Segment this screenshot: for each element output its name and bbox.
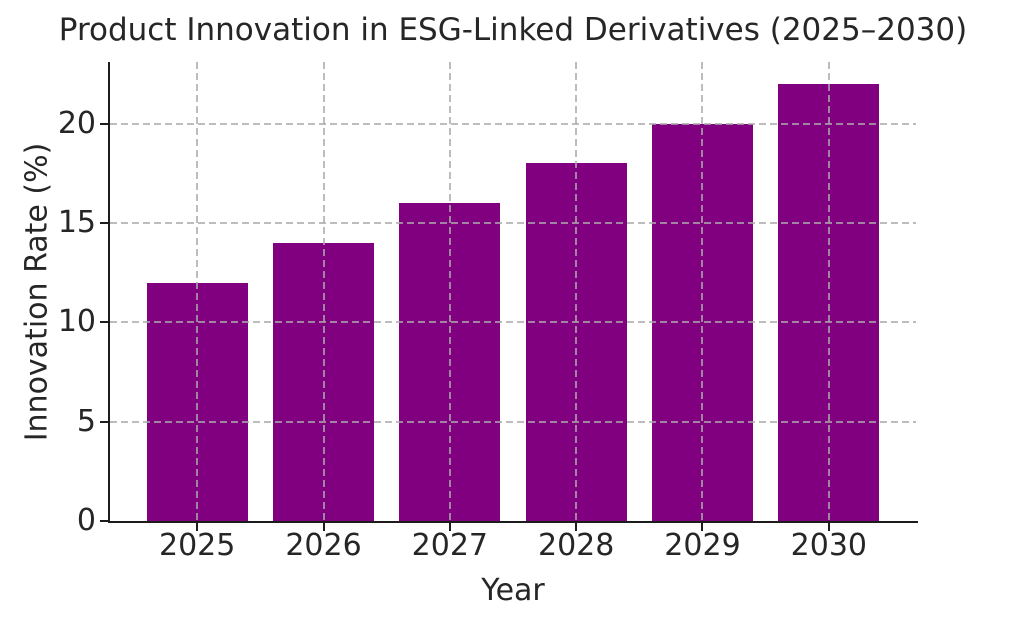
x-tick-label: 2026 (285, 528, 362, 563)
y-tick-label: 20 (57, 105, 96, 141)
x-tick-label: 2029 (664, 528, 741, 563)
y-tick (100, 122, 108, 125)
x-tick-label: 2027 (411, 528, 489, 563)
x-tick (448, 523, 451, 531)
x-tick-label: 2030 (790, 528, 868, 563)
y-tick (100, 221, 108, 224)
x-tick-label: 2028 (537, 528, 615, 563)
y-tick-label: 15 (57, 204, 96, 240)
x-tick (827, 523, 830, 531)
x-tick (575, 523, 578, 531)
x-tick-label: 2025 (158, 528, 236, 563)
x-axis-label: Year (481, 573, 545, 608)
y-tick-label: 5 (76, 403, 96, 439)
x-tick (701, 523, 704, 531)
x-tick (196, 523, 199, 531)
bottom-spine (108, 521, 918, 523)
chart-title: Product Innovation in ESG-Linked Derivat… (58, 12, 968, 48)
y-tick-label: 0 (76, 503, 96, 538)
vertical-gridline (701, 62, 704, 521)
y-axis-label: Innovation Rate (%) (19, 142, 55, 442)
horizontal-gridline (110, 420, 916, 423)
horizontal-gridline (110, 221, 916, 224)
y-tick-label: 10 (57, 304, 96, 340)
y-tick (100, 321, 108, 324)
grid-layer (110, 62, 916, 521)
y-tick (100, 420, 108, 423)
y-tick (100, 520, 108, 522)
vertical-gridline (448, 62, 451, 521)
vertical-gridline (827, 62, 830, 521)
vertical-gridline (575, 62, 578, 521)
horizontal-gridline (110, 122, 916, 125)
ticks-layer (100, 62, 916, 531)
left-spine (108, 62, 110, 523)
vertical-gridline (196, 62, 199, 521)
plot-area (100, 62, 918, 531)
x-tick (322, 523, 325, 531)
vertical-gridline (322, 62, 325, 521)
horizontal-gridline (110, 321, 916, 324)
